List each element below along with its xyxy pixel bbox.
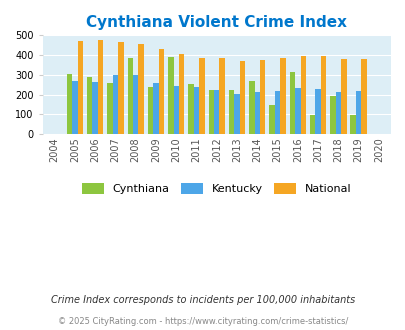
Bar	[269, 105, 274, 134]
Bar	[98, 41, 103, 134]
Bar	[355, 91, 360, 134]
Bar	[133, 75, 138, 134]
Legend: Cynthiana, Kentucky, National: Cynthiana, Kentucky, National	[76, 177, 356, 200]
Bar	[234, 94, 239, 134]
Bar	[360, 59, 366, 134]
Bar	[193, 86, 199, 134]
Bar	[274, 90, 279, 134]
Bar	[219, 58, 224, 134]
Bar	[77, 42, 83, 134]
Bar	[199, 58, 204, 134]
Bar	[309, 115, 315, 134]
Bar	[138, 44, 144, 134]
Bar	[208, 90, 213, 134]
Bar	[118, 42, 124, 134]
Bar	[158, 49, 164, 134]
Text: Crime Index corresponds to incidents per 100,000 inhabitants: Crime Index corresponds to incidents per…	[51, 295, 354, 305]
Bar	[179, 54, 184, 134]
Title: Cynthiana Violent Crime Index: Cynthiana Violent Crime Index	[86, 15, 346, 30]
Bar	[113, 75, 118, 134]
Bar	[239, 61, 245, 134]
Bar	[315, 89, 320, 134]
Bar	[188, 84, 193, 134]
Bar	[228, 90, 234, 134]
Bar	[294, 88, 300, 134]
Bar	[254, 91, 259, 134]
Bar	[127, 58, 133, 134]
Bar	[92, 82, 98, 134]
Bar	[279, 58, 285, 134]
Bar	[259, 60, 265, 134]
Bar	[248, 81, 254, 134]
Bar	[66, 74, 72, 134]
Bar	[153, 83, 158, 134]
Bar	[335, 92, 340, 134]
Bar	[300, 56, 305, 134]
Bar	[107, 83, 113, 134]
Bar	[213, 90, 219, 134]
Bar	[87, 78, 92, 134]
Bar	[320, 56, 326, 134]
Bar	[147, 87, 153, 134]
Bar	[289, 72, 294, 134]
Bar	[72, 82, 77, 134]
Bar	[168, 57, 173, 134]
Bar	[329, 96, 335, 134]
Text: © 2025 CityRating.com - https://www.cityrating.com/crime-statistics/: © 2025 CityRating.com - https://www.city…	[58, 317, 347, 326]
Bar	[340, 59, 346, 134]
Bar	[173, 86, 179, 134]
Bar	[350, 115, 355, 134]
